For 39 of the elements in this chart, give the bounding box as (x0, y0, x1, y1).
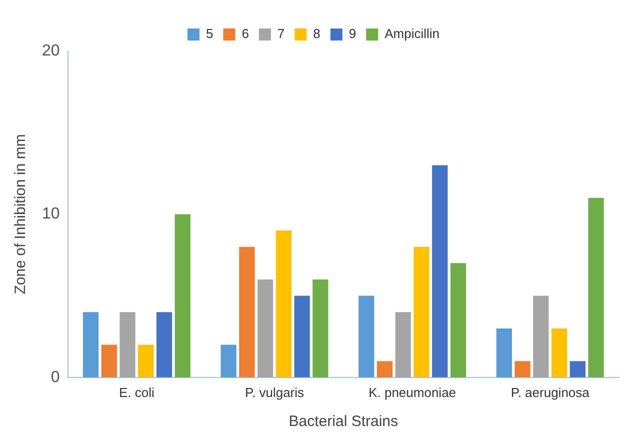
bar (432, 165, 448, 378)
bar (276, 230, 292, 378)
legend-label: Ampicillin (384, 26, 440, 42)
bar (514, 361, 530, 378)
bar (551, 328, 568, 378)
y-tick-label: 0 (50, 368, 60, 386)
y-tick-label: 20 (42, 42, 60, 60)
y-axis-title: Zone of Inhibition in mm (12, 134, 30, 294)
bar (414, 246, 430, 378)
y-tick-label: 10 (42, 206, 60, 223)
legend-label: 5 (206, 26, 214, 42)
legend-label: 8 (313, 26, 320, 42)
bar (239, 246, 255, 378)
x-tick-label: P. aeruginosa (510, 384, 590, 400)
bar (258, 279, 274, 378)
bar (570, 361, 586, 378)
bar (138, 344, 154, 378)
legend-label: 6 (242, 26, 249, 42)
bar (101, 344, 117, 378)
bar (376, 361, 393, 378)
bar (120, 312, 136, 378)
bar (174, 214, 190, 378)
x-axis-title: Bacterial Strains (288, 413, 398, 430)
bar (312, 279, 328, 378)
bar (294, 296, 310, 378)
bar (220, 344, 236, 378)
bar (156, 312, 172, 378)
legend-label: 7 (277, 26, 285, 42)
bar (358, 296, 374, 378)
x-tick-label: K. pneumoniae (368, 384, 456, 400)
bar (82, 312, 99, 378)
bar (533, 296, 549, 378)
x-tick-label: P. vulgaris (244, 384, 305, 400)
x-tick-label: E. coli (118, 384, 155, 400)
legend-label: 9 (348, 26, 356, 42)
bar (496, 328, 512, 378)
bar (588, 198, 604, 378)
bar (395, 312, 411, 378)
bar (450, 263, 466, 378)
